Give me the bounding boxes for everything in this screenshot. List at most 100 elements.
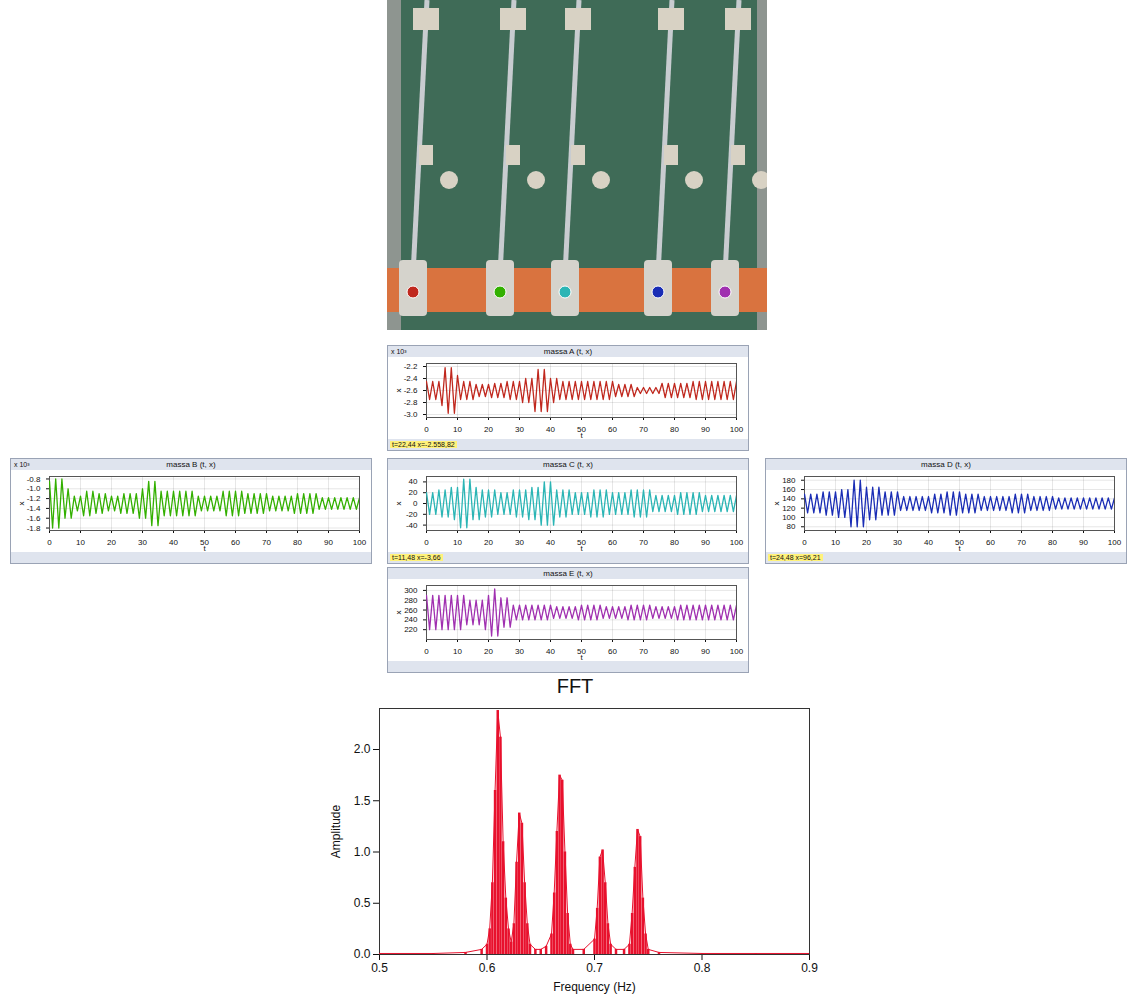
svg-text:0: 0 — [802, 538, 807, 547]
svg-text:0.7: 0.7 — [586, 961, 603, 975]
svg-text:-2.2: -2.2 — [404, 362, 418, 371]
svg-text:60: 60 — [986, 538, 995, 547]
svg-text:300: 300 — [404, 586, 418, 595]
svg-text:40: 40 — [924, 538, 933, 547]
svg-text:x: x — [394, 502, 403, 506]
svg-text:t: t — [580, 544, 583, 553]
svg-text:40: 40 — [546, 647, 555, 656]
svg-text:0.6: 0.6 — [479, 961, 496, 975]
svg-text:-2.8: -2.8 — [404, 398, 418, 407]
svg-text:-1.2: -1.2 — [27, 494, 41, 503]
svg-text:40: 40 — [169, 538, 178, 547]
svg-text:100: 100 — [730, 425, 744, 434]
svg-text:40: 40 — [546, 425, 555, 434]
svg-text:80: 80 — [1048, 538, 1057, 547]
svg-text:80: 80 — [670, 647, 679, 656]
svg-text:70: 70 — [639, 425, 648, 434]
svg-text:100: 100 — [353, 538, 367, 547]
svg-text:t: t — [203, 544, 206, 553]
svg-text:x: x — [394, 611, 403, 615]
svg-text:30: 30 — [515, 538, 524, 547]
svg-text:60: 60 — [608, 538, 617, 547]
svg-text:20: 20 — [107, 538, 116, 547]
svg-text:Frequency (Hz): Frequency (Hz) — [553, 980, 636, 994]
svg-text:60: 60 — [608, 425, 617, 434]
svg-text:-1.6: -1.6 — [27, 514, 41, 523]
svg-text:10: 10 — [453, 425, 462, 434]
svg-text:10: 10 — [76, 538, 85, 547]
svg-text:2.0: 2.0 — [354, 742, 371, 756]
svg-text:90: 90 — [701, 425, 710, 434]
svg-text:140: 140 — [782, 494, 796, 503]
svg-text:280: 280 — [404, 596, 418, 605]
html-text:FFT: FFT — [556, 675, 594, 697]
svg-text:90: 90 — [701, 538, 710, 547]
svg-text:-40: -40 — [406, 521, 418, 530]
svg-text:0.5: 0.5 — [371, 961, 388, 975]
svg-text:30: 30 — [515, 425, 524, 434]
svg-text:0: 0 — [413, 499, 418, 508]
svg-text:120: 120 — [782, 504, 796, 513]
svg-text:-2.6: -2.6 — [404, 386, 418, 395]
svg-text:80: 80 — [670, 538, 679, 547]
svg-text:Amplitude: Amplitude — [329, 805, 343, 859]
svg-text:70: 70 — [1017, 538, 1026, 547]
svg-text:0: 0 — [424, 647, 429, 656]
svg-text:100: 100 — [782, 513, 796, 522]
svg-text:-1.0: -1.0 — [27, 484, 41, 493]
svg-text:80: 80 — [787, 522, 796, 531]
svg-text:0.8: 0.8 — [694, 961, 711, 975]
svg-text:80: 80 — [293, 538, 302, 547]
svg-text:70: 70 — [639, 538, 648, 547]
svg-text:1.0: 1.0 — [354, 845, 371, 859]
svg-text:30: 30 — [893, 538, 902, 547]
svg-text:0.9: 0.9 — [801, 961, 818, 975]
svg-text:20: 20 — [484, 647, 493, 656]
svg-text:90: 90 — [1079, 538, 1088, 547]
svg-text:20: 20 — [409, 488, 418, 497]
svg-text:30: 30 — [515, 647, 524, 656]
svg-text:20: 20 — [484, 538, 493, 547]
svg-text:x: x — [772, 502, 781, 506]
svg-text:10: 10 — [831, 538, 840, 547]
svg-text:180: 180 — [782, 476, 796, 485]
svg-text:x: x — [394, 389, 403, 393]
svg-text:100: 100 — [730, 647, 744, 656]
svg-text:10: 10 — [453, 647, 462, 656]
svg-text:t: t — [580, 653, 583, 662]
svg-text:-1.4: -1.4 — [27, 504, 41, 513]
svg-text:10: 10 — [453, 538, 462, 547]
svg-text:20: 20 — [484, 425, 493, 434]
svg-text:90: 90 — [324, 538, 333, 547]
svg-text:30: 30 — [138, 538, 147, 547]
svg-text:60: 60 — [231, 538, 240, 547]
svg-text:80: 80 — [670, 425, 679, 434]
svg-text:-0.8: -0.8 — [27, 475, 41, 484]
svg-text:100: 100 — [730, 538, 744, 547]
svg-text:t: t — [958, 544, 961, 553]
svg-text:-20: -20 — [406, 510, 418, 519]
svg-text:60: 60 — [608, 647, 617, 656]
svg-text:240: 240 — [404, 615, 418, 624]
svg-text:40: 40 — [409, 477, 418, 486]
svg-text:x: x — [17, 502, 26, 506]
svg-text:70: 70 — [639, 647, 648, 656]
svg-text:100: 100 — [1108, 538, 1122, 547]
svg-text:0: 0 — [424, 538, 429, 547]
svg-text:0.5: 0.5 — [354, 896, 371, 910]
svg-text:70: 70 — [262, 538, 271, 547]
svg-text:20: 20 — [862, 538, 871, 547]
svg-text:-1.8: -1.8 — [27, 524, 41, 533]
svg-text:40: 40 — [546, 538, 555, 547]
svg-text:0: 0 — [424, 425, 429, 434]
svg-text:220: 220 — [404, 625, 418, 634]
svg-text:0.0: 0.0 — [354, 947, 371, 961]
svg-text:90: 90 — [701, 647, 710, 656]
svg-text:160: 160 — [782, 485, 796, 494]
svg-text:-3.0: -3.0 — [404, 410, 418, 419]
svg-text:-2.4: -2.4 — [404, 374, 418, 383]
svg-text:t: t — [580, 431, 583, 440]
svg-text:260: 260 — [404, 606, 418, 615]
svg-text:1.5: 1.5 — [354, 794, 371, 808]
svg-text:0: 0 — [47, 538, 52, 547]
